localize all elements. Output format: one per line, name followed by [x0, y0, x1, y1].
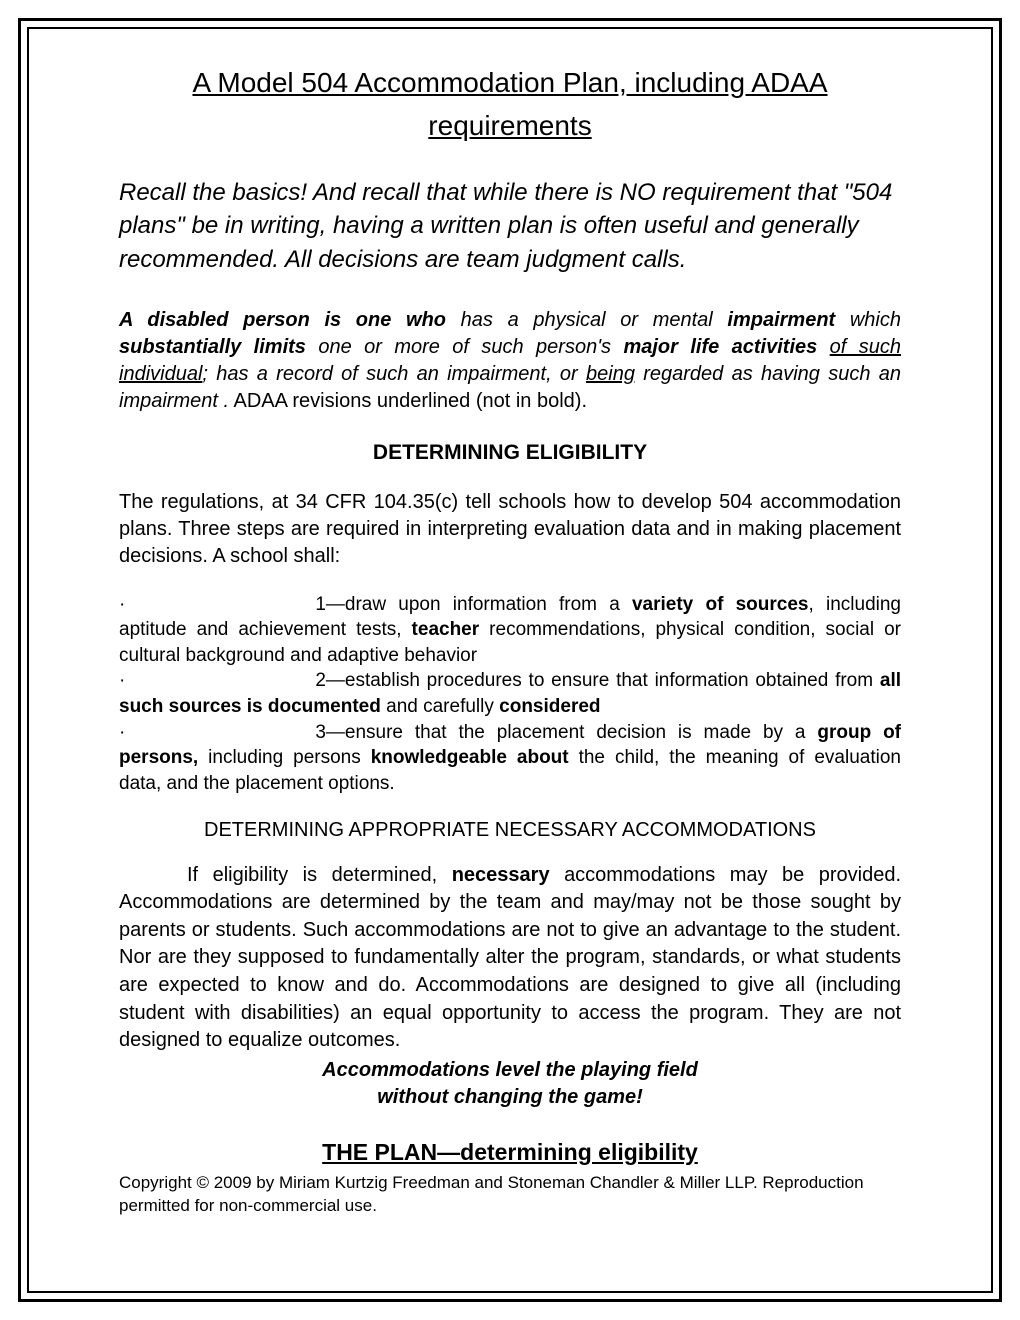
def-t8 — [817, 336, 829, 358]
outer-frame: A Model 504 Accommodation Plan, includin… — [18, 18, 1002, 1302]
def-t6: one or more of such person's — [306, 336, 624, 358]
b1a: 1—draw upon information from a — [315, 594, 632, 615]
plan-heading: THE PLAN—determining eligibility — [119, 1139, 901, 1166]
a3: accommodations may be provided. Accommod… — [119, 864, 901, 1052]
def-t2: has a physical or mental — [446, 309, 727, 331]
a2: necessary — [452, 864, 550, 886]
bullet-list: ·1—draw upon information from a variety … — [119, 592, 901, 797]
b3d: knowledgeable about — [371, 747, 569, 768]
b2d: considered — [499, 696, 600, 717]
b2c: and carefully — [381, 696, 499, 717]
tagline: Accommodations level the playing field w… — [119, 1057, 901, 1111]
accommodations-heading: DETERMINING APPROPRIATE NECESSARY ACCOMM… — [119, 819, 901, 842]
bullet-1: ·1—draw upon information from a variety … — [119, 592, 901, 669]
def-plain: ADAA revisions underlined (not in bold). — [229, 390, 587, 412]
b3a: 3—ensure that the placement decision is … — [315, 722, 817, 743]
a1: If eligibility is determined, — [187, 864, 452, 886]
def-bold-2: impairment — [727, 309, 835, 331]
b1b: variety of sources — [632, 594, 809, 615]
def-ul-2: being — [586, 363, 635, 385]
def-bold-3: substantially limits — [119, 336, 306, 358]
b1d: teacher — [412, 619, 480, 640]
def-t4: which — [835, 309, 901, 331]
definition-paragraph: A disabled person is one who has a physi… — [119, 307, 901, 415]
def-t10: ; has a record of such an impairment, or — [202, 363, 586, 385]
document-title: A Model 504 Accommodation Plan, includin… — [119, 61, 901, 148]
copyright-notice: Copyright © 2009 by Miriam Kurtzig Freed… — [119, 1172, 901, 1218]
inner-frame: A Model 504 Accommodation Plan, includin… — [27, 27, 993, 1293]
tagline-line-2: without changing the game! — [119, 1084, 901, 1111]
eligibility-heading: DETERMINING ELIGIBILITY — [119, 441, 901, 465]
b3c: including persons — [198, 747, 371, 768]
def-bold-4: major life activities — [623, 336, 817, 358]
intro-paragraph: Recall the basics! And recall that while… — [119, 176, 901, 277]
bullet-3: ·3—ensure that the placement decision is… — [119, 720, 901, 797]
bullet-2: ·2—establish procedures to ensure that i… — [119, 668, 901, 719]
tagline-line-1: Accommodations level the playing field — [119, 1057, 901, 1084]
accommodations-paragraph: If eligibility is determined, necessary … — [119, 862, 901, 1055]
regulations-paragraph: The regulations, at 34 CFR 104.35(c) tel… — [119, 489, 901, 570]
b2a: 2—establish procedures to ensure that in… — [315, 670, 880, 691]
def-bold-1: A disabled person is one who — [119, 309, 446, 331]
